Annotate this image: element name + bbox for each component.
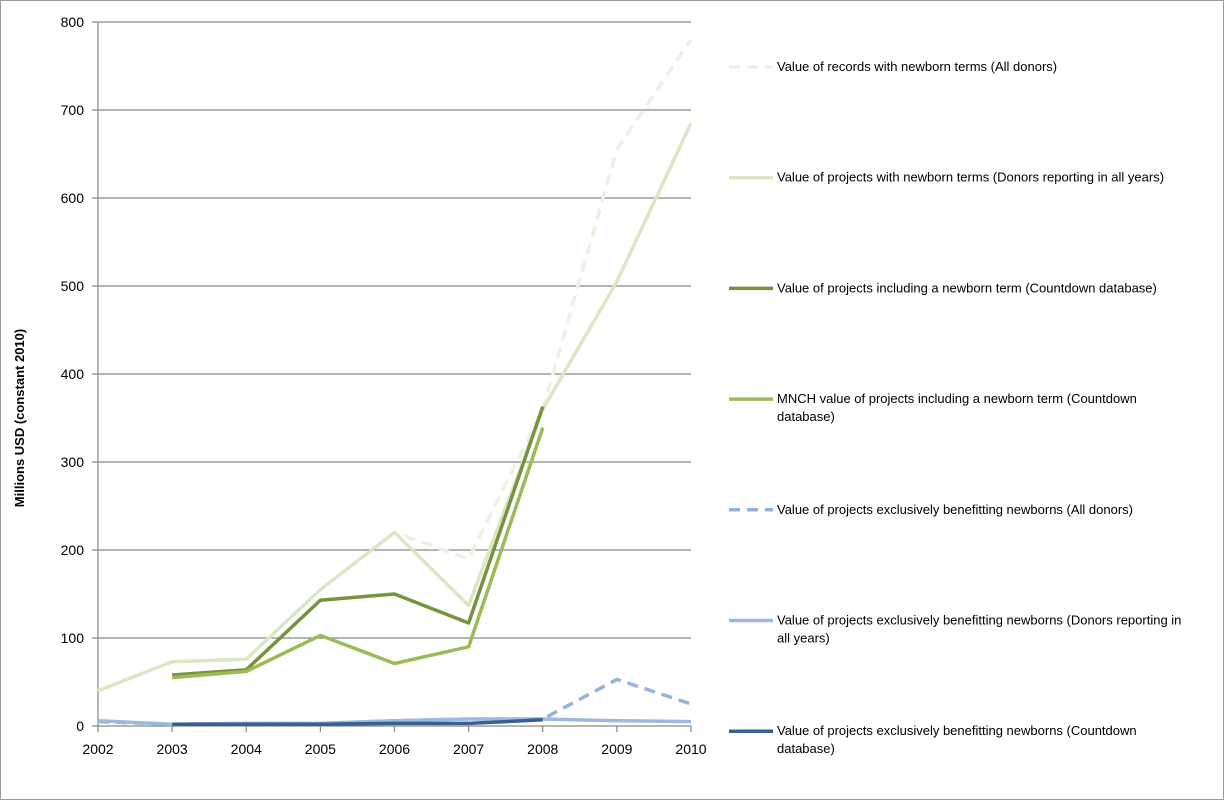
x-tick-label: 2004 — [231, 741, 262, 757]
legend: Value of records with newborn terms (All… — [729, 59, 1181, 756]
legend-item-value-of-projects-exclusively-benefitting-newborns-countdown-database: Value of projects exclusively benefittin… — [729, 723, 1137, 756]
y-tick-label: 0 — [76, 718, 84, 734]
legend-label: MNCH value of projects including a newbo… — [777, 391, 1137, 406]
x-tick-label: 2010 — [675, 741, 706, 757]
x-tick-label: 2008 — [527, 741, 558, 757]
series-lines — [97, 38, 693, 726]
y-tick-label: 300 — [61, 454, 85, 470]
y-tick-label: 800 — [61, 14, 85, 30]
gridlines — [98, 21, 691, 639]
legend-label: Value of projects exclusively benefittin… — [777, 723, 1137, 738]
x-tick-label: 2006 — [379, 741, 410, 757]
x-tick-label: 2002 — [82, 741, 113, 757]
x-tick-label: 2003 — [157, 741, 188, 757]
legend-label: Value of projects exclusively benefittin… — [777, 502, 1133, 517]
y-tick-label: 500 — [61, 278, 85, 294]
y-tick-label: 700 — [61, 102, 85, 118]
y-tick-label: 100 — [61, 630, 85, 646]
legend-item-value-of-projects-exclusively-benefitting-newborns-donors-reporting-in-all-years: Value of projects exclusively benefittin… — [729, 613, 1181, 646]
y-axis-title: Millions USD (constant 2010) — [12, 329, 27, 507]
x-tick-label: 2005 — [305, 741, 336, 757]
legend-item-value-of-records-with-newborn-terms-all-donors: Value of records with newborn terms (All… — [729, 59, 1057, 74]
series-line-value-of-projects-with-newborn-terms-donors-reporting-in-all-years — [97, 122, 693, 693]
y-tick-label: 400 — [61, 366, 85, 382]
legend-label: Value of projects including a newborn te… — [777, 280, 1157, 295]
y-tick-label: 200 — [61, 542, 85, 558]
x-tick-label: 2009 — [601, 741, 632, 757]
x-tick-label: 2007 — [453, 741, 484, 757]
series-line-value-of-projects-exclusively-benefitting-newborns-countdown-database — [172, 718, 543, 726]
axes — [92, 21, 692, 732]
legend-label: Value of records with newborn terms (All… — [777, 59, 1057, 74]
legend-label: database) — [777, 741, 835, 756]
legend-label: Value of projects exclusively benefittin… — [777, 613, 1181, 628]
legend-item-mnch-value-of-projects-including-a-newborn-term-countdown-database: MNCH value of projects including a newbo… — [729, 391, 1137, 424]
series-line-value-of-projects-including-a-newborn-term-countdown-database — [171, 406, 545, 677]
legend-item-value-of-projects-with-newborn-terms-donors-reporting-in-all-years: Value of projects with newborn terms (Do… — [729, 170, 1164, 185]
y-tick-labels: 0 100 200 300 400 500 600 700 800 — [61, 14, 85, 734]
legend-label: all years) — [777, 631, 830, 646]
legend-label: Value of projects with newborn terms (Do… — [777, 170, 1164, 185]
series-line-mnch-value-of-projects-including-a-newborn-term-countdown-database — [171, 427, 545, 680]
y-tick-label: 600 — [61, 190, 85, 206]
x-tick-labels: 2002 2003 2004 2005 2006 2007 2008 2009 2010 — [82, 741, 706, 757]
legend-label: database) — [777, 409, 835, 424]
legend-item-value-of-projects-exclusively-benefitting-newborns-all-donors: Value of projects exclusively benefittin… — [729, 502, 1133, 517]
series-line-value-of-projects-exclusively-benefitting-newborns-all-donors — [97, 677, 692, 726]
legend-item-value-of-projects-including-a-newborn-term-countdown-database: Value of projects including a newborn te… — [729, 280, 1157, 295]
